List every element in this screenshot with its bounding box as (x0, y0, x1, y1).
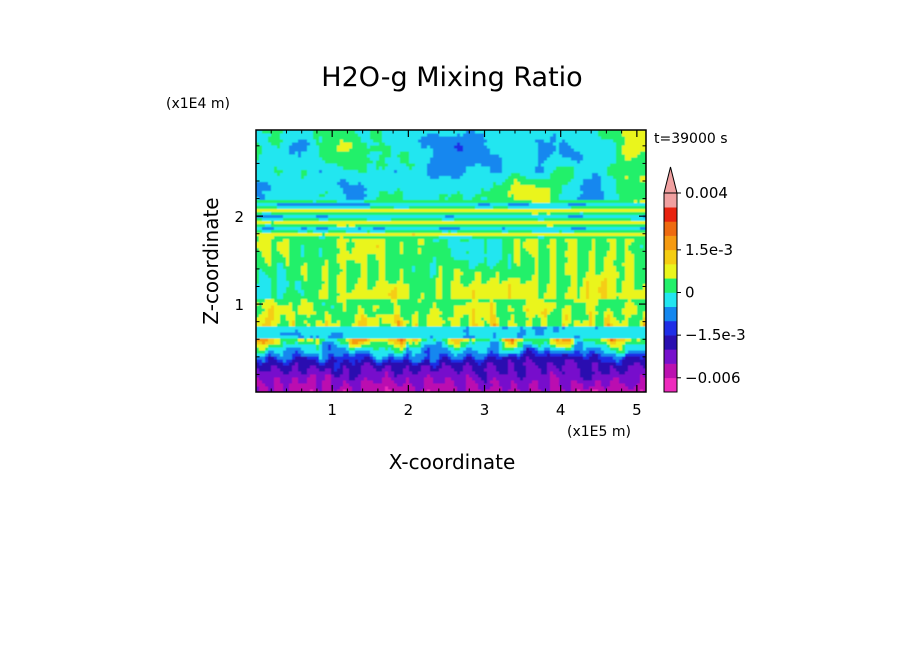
x-tick-label: 3 (480, 401, 490, 419)
colorbar-band (664, 207, 677, 222)
colorbar-band (664, 249, 677, 265)
x-axis-unit: (x1E5 m) (567, 424, 631, 440)
y-tick-label: 1 (234, 296, 244, 314)
colorbar-band (664, 335, 677, 350)
colorbar-band (664, 320, 677, 336)
colorbar-label: 0 (685, 284, 695, 302)
colorbar-label: −0.006 (685, 369, 741, 387)
colorbar-band (664, 221, 677, 236)
colorbar-band (664, 193, 677, 208)
y-axis-unit: (x1E4 m) (166, 96, 230, 112)
x-tick-label: 4 (556, 401, 566, 419)
colorbar-band (664, 264, 677, 279)
time-label: t=39000 s (654, 131, 728, 147)
colorbar-band (664, 363, 677, 379)
chart-title: H2O-g Mixing Ratio (321, 62, 582, 93)
colorbar-band (664, 377, 677, 393)
colorbar-label: 0.004 (685, 184, 728, 202)
colorbar-band (664, 278, 677, 293)
x-tick-label: 5 (632, 401, 642, 419)
x-tick-label: 2 (404, 401, 414, 419)
colorbar-band (664, 292, 677, 308)
colorbar-label: −1.5e-3 (685, 326, 746, 344)
x-axis-ticks: 1 2 3 4 5 (270, 130, 642, 419)
x-tick-label: 1 (327, 401, 337, 419)
y-tick-label: 2 (234, 208, 244, 226)
colorbar-extend-max (663, 166, 678, 194)
colorbar-band (664, 235, 677, 251)
y-axis-label: Z-coordinate (199, 197, 223, 324)
heatmap-field (256, 130, 646, 392)
colorbar-band (664, 349, 677, 364)
colorbar-label: 1.5e-3 (685, 241, 733, 259)
y-axis-ticks: 12 (234, 145, 646, 375)
plot-frame (255, 129, 647, 393)
colorbar: 0.004 1.5e-3 0 −1.5e-3 −0.006 (663, 166, 746, 393)
colorbar-band (664, 306, 677, 322)
x-axis-label: X-coordinate (389, 450, 516, 474)
